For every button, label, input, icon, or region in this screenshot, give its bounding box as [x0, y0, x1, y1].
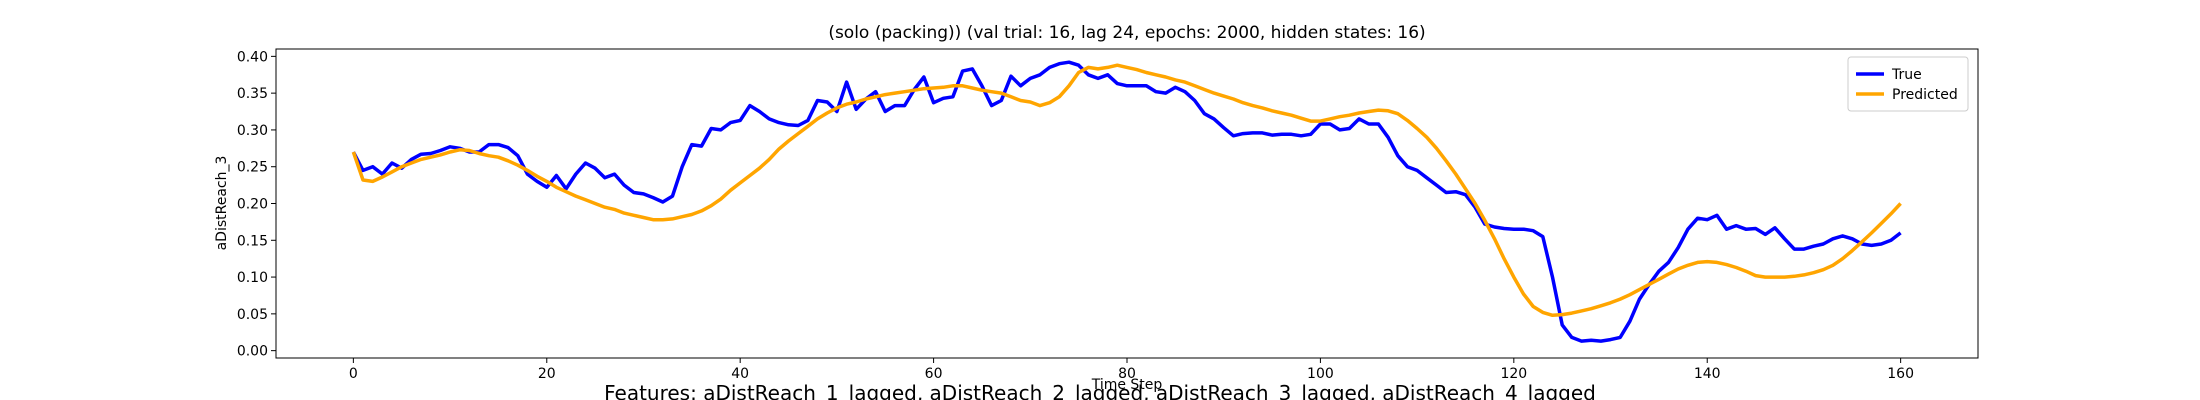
y-tick-label: 0.05 — [237, 307, 268, 323]
line-series — [351, 63, 1902, 318]
y-tick-label: 0.25 — [237, 160, 268, 176]
x-tick-label: 100 — [1307, 366, 1334, 382]
line-series — [351, 60, 1902, 343]
x-tick-label: 140 — [1694, 366, 1721, 382]
y-tick-label: 0.10 — [237, 270, 268, 286]
x-tick-label: 60 — [925, 366, 943, 382]
y-tick-label: 0.30 — [237, 123, 268, 139]
legend-box — [1847, 56, 1969, 112]
legend-label: True — [1891, 67, 1922, 83]
x-tick-label: 20 — [538, 366, 556, 382]
y-tick-label: 0.35 — [237, 86, 268, 102]
y-tick-label: 0.00 — [237, 344, 268, 360]
legend-label: Predicted — [1892, 87, 1958, 103]
chart-title: (solo (packing)) (val trial: 16, lag 24,… — [828, 23, 1425, 43]
x-tick-label: 160 — [1887, 366, 1914, 382]
x-tick-label: 40 — [731, 366, 749, 382]
x-tick-label: 120 — [1500, 366, 1527, 382]
y-tick-label: 0.15 — [237, 233, 268, 249]
plot-frame — [275, 48, 1979, 359]
footer: Features: aDistReach_1_lagged, aDistReac… — [604, 381, 1596, 400]
x-tick-label: 0 — [349, 366, 358, 382]
x-axis-label: Time Step — [1091, 377, 1163, 393]
y-tick-label: 0.20 — [237, 197, 268, 213]
y-tick-label: 0.40 — [237, 49, 268, 65]
x-tick-label: 80 — [1118, 366, 1136, 382]
y-axis-label: aDistReach_3 — [214, 156, 230, 251]
